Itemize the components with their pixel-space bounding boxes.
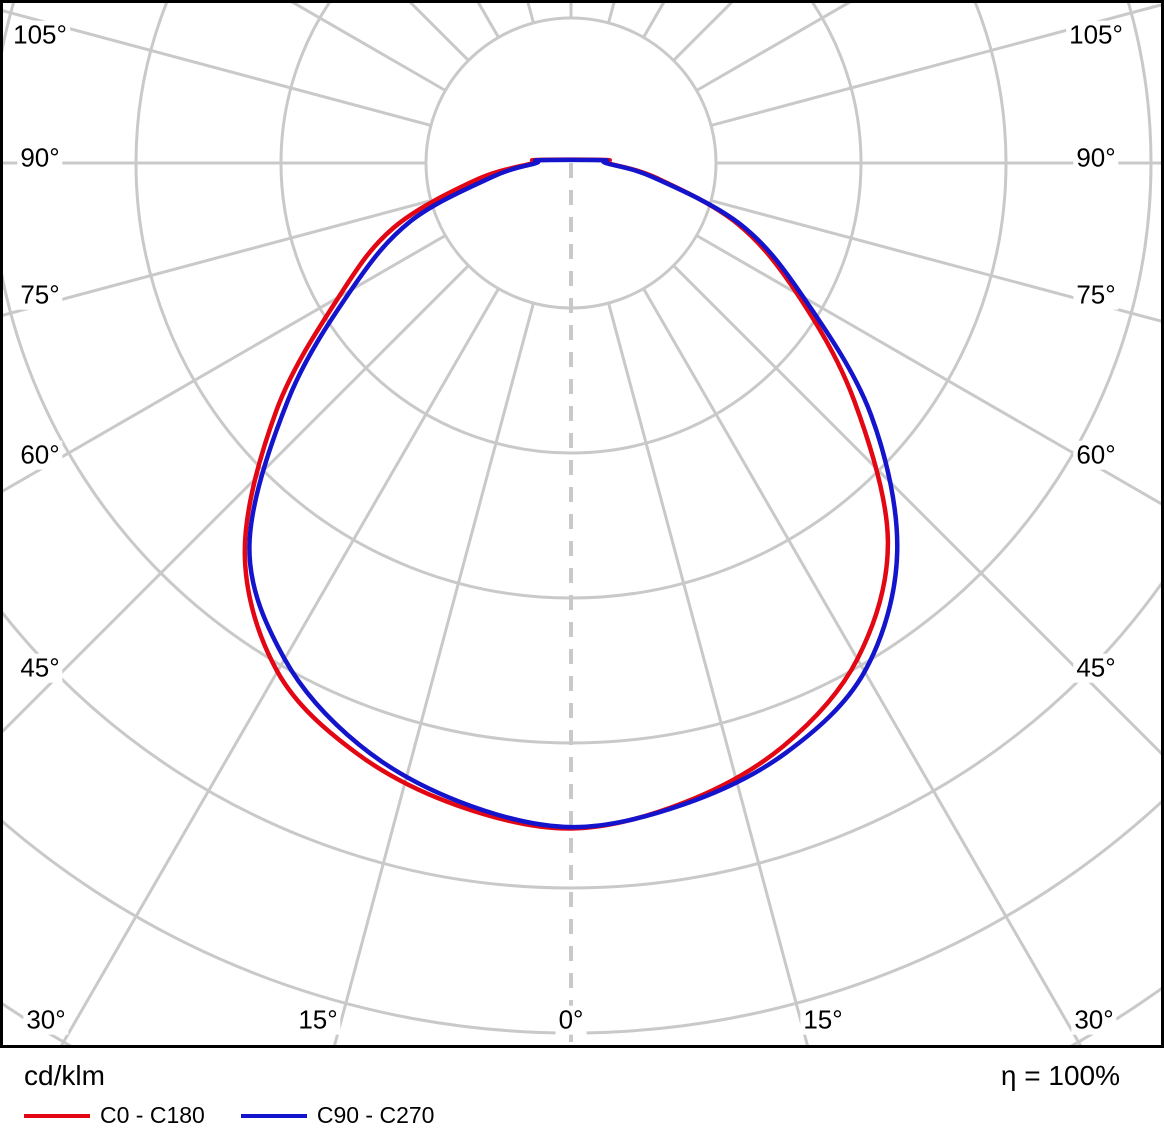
grid-radial-line	[710, 3, 1161, 127]
angle-label: 105°	[1066, 21, 1126, 50]
angle-label: 90°	[1073, 144, 1119, 173]
grid-ring	[3, 581, 1161, 890]
curve-c90-c270	[247, 157, 900, 830]
angle-label: 75°	[1073, 281, 1119, 310]
polar-chart	[0, 0, 1164, 1048]
grid-radial-line	[3, 9, 432, 127]
angle-label: 0°	[555, 1006, 587, 1035]
footer: cd/klm η = 100% C0 - C180 C90 - C270	[0, 1048, 1164, 1140]
grid-radial-line	[607, 302, 809, 1045]
grid-radial-line	[333, 302, 535, 1045]
angle-label: 105°	[10, 21, 70, 50]
grid-radial-line	[3, 264, 470, 734]
grid-radial-line	[3, 199, 432, 317]
grid-radial-line	[60, 287, 500, 1045]
grid-radial-line	[672, 264, 1161, 756]
angle-label: 30°	[23, 1006, 69, 1035]
angle-label: 45°	[17, 654, 63, 683]
legend-label-c90: C90 - C270	[316, 1102, 435, 1128]
legend-line-c0-icon	[24, 1113, 90, 1118]
angle-label: 75°	[17, 281, 63, 310]
legend-line-c90-icon	[240, 1113, 307, 1118]
angle-label: 15°	[800, 1006, 846, 1035]
angle-label: 60°	[17, 441, 63, 470]
grid-radial-line	[642, 287, 1082, 1045]
grid-radial-line	[695, 234, 1161, 506]
angle-label: 15°	[295, 1006, 341, 1035]
legend-item-c0: C0 - C180	[24, 1102, 205, 1129]
legend-label-c0: C0 - C180	[100, 1102, 205, 1128]
angle-label: 60°	[1073, 441, 1119, 470]
angle-label: 45°	[1073, 654, 1119, 683]
efficiency-label: η = 100%	[1000, 1060, 1120, 1091]
legend-item-c90: C90 - C270	[240, 1102, 435, 1129]
angle-label: 90°	[17, 144, 63, 173]
unit-label: cd/klm	[24, 1060, 105, 1091]
plot-border	[0, 0, 1164, 1048]
grid-radial-line	[710, 199, 1161, 323]
polar-plot-area: 105° 105° 90° 90° 75° 75° 60° 60° 45° 45° 30° 15° 0°…	[0, 0, 1164, 1048]
angle-label: 30°	[1071, 1006, 1117, 1035]
legend: C0 - C180 C90 - C270	[24, 1102, 1164, 1129]
grid-radial-line	[3, 234, 447, 493]
